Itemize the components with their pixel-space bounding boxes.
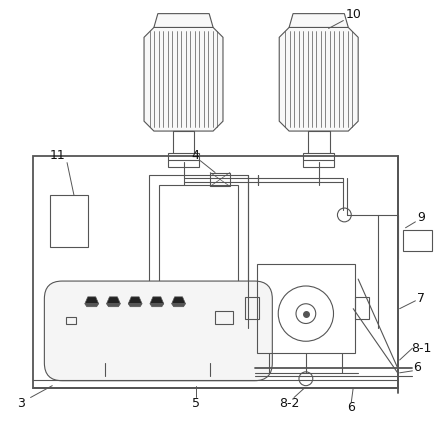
Polygon shape — [150, 297, 164, 304]
Polygon shape — [172, 297, 186, 304]
Polygon shape — [289, 13, 348, 27]
Text: 6: 6 — [347, 401, 355, 414]
Bar — [256, 264, 355, 353]
Text: 10: 10 — [345, 8, 361, 21]
Text: 8-1: 8-1 — [411, 342, 431, 354]
Polygon shape — [279, 27, 358, 131]
Polygon shape — [106, 304, 120, 307]
Polygon shape — [128, 304, 142, 307]
Bar — [245, 297, 259, 319]
Polygon shape — [128, 297, 142, 304]
Text: 8-2: 8-2 — [279, 397, 299, 410]
Bar — [303, 153, 334, 167]
Polygon shape — [172, 304, 186, 307]
Text: 11: 11 — [49, 149, 65, 162]
Polygon shape — [154, 13, 213, 27]
Polygon shape — [85, 297, 99, 304]
Bar — [168, 153, 199, 167]
Bar — [210, 173, 230, 187]
Bar — [215, 311, 233, 325]
Text: 4: 4 — [191, 149, 199, 162]
Text: 3: 3 — [17, 397, 25, 410]
Bar — [32, 156, 398, 388]
Bar — [355, 297, 369, 319]
Text: 6: 6 — [413, 361, 421, 374]
Bar — [66, 317, 76, 325]
Text: 9: 9 — [417, 211, 425, 224]
Polygon shape — [144, 27, 223, 131]
Polygon shape — [106, 297, 120, 304]
FancyBboxPatch shape — [44, 281, 272, 381]
Text: 7: 7 — [417, 292, 425, 305]
Bar — [51, 195, 88, 247]
Bar — [403, 230, 432, 251]
Text: 5: 5 — [192, 397, 200, 410]
Polygon shape — [85, 304, 99, 307]
Polygon shape — [150, 304, 164, 307]
Bar — [149, 176, 248, 328]
Bar — [159, 185, 238, 319]
